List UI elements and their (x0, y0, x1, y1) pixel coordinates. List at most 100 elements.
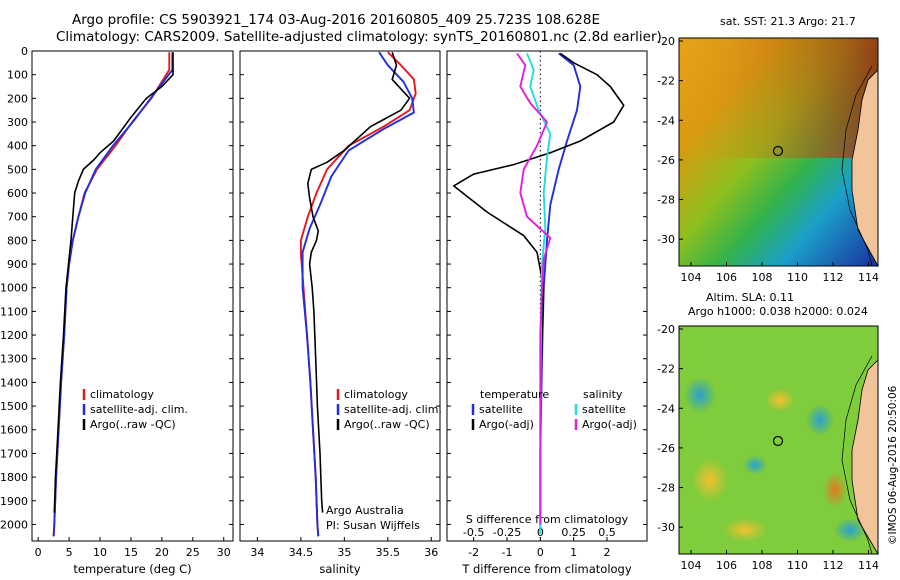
y-tick-label: 1000 (0, 282, 28, 295)
x-tick-label: 34 (250, 546, 264, 559)
map-y-tick-label: -22 (657, 75, 675, 88)
legend-label: Argo(-adj) (479, 418, 534, 431)
sst-map-warm-overlay (679, 38, 878, 158)
x-tick-label: 20 (155, 546, 169, 559)
y-tick-label: 0 (21, 45, 28, 58)
x-tick-label: 35 (337, 546, 351, 559)
y-tick-label: 900 (7, 258, 28, 271)
sla-map-frame (678, 325, 879, 555)
y-tick-label: 100 (7, 69, 28, 82)
x-tick-label: 10 (93, 546, 107, 559)
y-tick-label: 1800 (0, 471, 28, 484)
argo-location-marker (772, 145, 784, 157)
legend-label: satellite (479, 403, 523, 416)
legend-label: satellite-adj. clim. (90, 403, 188, 416)
profile-title: Argo profile: CS 5903921_174 03-Aug-2016… (72, 12, 600, 28)
y-tick-label: 2000 (0, 518, 28, 531)
sst-map-x-ticks: 104 106 108 110 112 114 (681, 262, 879, 284)
x-tick-label: 35.5 (376, 546, 401, 559)
sst-map: sat. SST: 21.3 Argo: 21.7 -20-22-24-26-2… (657, 15, 879, 284)
x-axis-label: temperature (deg C) (73, 562, 191, 576)
map-y-tick-label: -24 (657, 402, 675, 415)
series-line-3 (516, 52, 552, 525)
sst-map-y-ticks: -20 -22 -24 -26 -28 -30 (657, 35, 683, 246)
annotation: Argo Australia (326, 504, 404, 517)
sla-map-high-1 (692, 458, 728, 502)
y-tick-label: 700 (7, 211, 28, 224)
s-axis-label: S difference from climatology (466, 513, 629, 526)
argo-location-marker-sla (772, 435, 784, 447)
map-y-tick-label: -28 (657, 194, 675, 207)
s-tick-label: -0.5 (463, 526, 484, 539)
legend-header: salinity (583, 388, 623, 401)
temperature-panel: 0100200300400500600700800900100011001200… (0, 45, 234, 576)
y-tick-label: 1500 (0, 400, 28, 413)
sla-map-low-2 (806, 404, 834, 436)
map-x-tick-label: 104 (681, 559, 702, 572)
s-tick-label: -0.25 (493, 526, 521, 539)
series-line-1 (301, 51, 415, 537)
sla-map-y-ticks: -20 -22 -24 -26 -28 -30 (657, 323, 683, 534)
sla-map-high-4 (723, 518, 767, 542)
legend-label: satellite-adj. clim. (344, 403, 442, 416)
sst-map-frame (678, 37, 879, 267)
map-x-tick-label: 106 (716, 559, 737, 572)
y-tick-label: 1600 (0, 424, 28, 437)
y-tick-label: 1100 (0, 305, 28, 318)
map-y-tick-label: -20 (657, 35, 675, 48)
map-y-tick-label: -26 (657, 442, 675, 455)
sla-map-shelf-contour (841, 355, 873, 555)
sla-map: Altim. SLA: 0.11 Argo h1000: 0.038 h2000… (657, 291, 879, 572)
sla-map-low-4 (743, 455, 767, 475)
salinity-panel: 34 34.5 35 35.5 36 salinity climatology satelli… (239, 50, 442, 576)
y-tick-label: 1200 (0, 329, 28, 342)
y-tick-label: 400 (7, 140, 28, 153)
series-line-2 (306, 51, 411, 513)
sla-map-low-1 (684, 377, 716, 413)
sla-map-low-3 (834, 518, 866, 542)
x-tick-label: 30 (217, 546, 231, 559)
s-tick-label: 0.5 (598, 526, 616, 539)
annotation: PI: Susan Wijffels (326, 519, 420, 532)
y-tick-label: 200 (7, 92, 28, 105)
imos-timestamp: ©IMOS 06-Aug-2016 20:50:06 (887, 385, 899, 545)
y-tick-label: 600 (7, 187, 28, 200)
map-x-tick-label: 114 (858, 271, 879, 284)
legend-header: temperature (480, 388, 549, 401)
map-y-tick-label: -30 (657, 233, 675, 246)
sla-map-x-ticks: 104 106 108 110 112 114 (681, 550, 879, 572)
map-x-tick-label: 110 (787, 559, 808, 572)
sla-map-title-2: Argo h1000: 0.038 h2000: 0.024 (688, 305, 868, 318)
sla-map-high-3 (823, 472, 847, 508)
x-tick-label: 0 (35, 546, 42, 559)
x-tick-label: 36 (424, 546, 438, 559)
legend-label: Argo(-adj) (582, 418, 637, 431)
plot-frame (446, 50, 648, 542)
plot-frame (239, 50, 441, 542)
map-x-tick-label: 104 (681, 271, 702, 284)
x-tick-label: 2 (604, 546, 611, 559)
legend-label: Argo(..raw -QC) (344, 418, 430, 431)
series-line-2 (53, 52, 174, 513)
map-x-tick-label: 112 (823, 271, 844, 284)
map-y-tick-label: -26 (657, 154, 675, 167)
y-tick-label: 1400 (0, 376, 28, 389)
map-y-tick-label: -22 (657, 363, 675, 376)
sla-map-title-1: Altim. SLA: 0.11 (706, 291, 794, 304)
map-x-tick-label: 112 (823, 559, 844, 572)
sst-map-land (851, 69, 879, 268)
map-x-tick-label: 108 (752, 271, 773, 284)
x-tick-label: -2 (468, 546, 479, 559)
sla-map-land (851, 359, 879, 556)
legend-label: Argo(..raw -QC) (90, 418, 176, 431)
climatology-subtitle: Climatology: CARS2009. Satellite-adjuste… (56, 29, 662, 45)
map-y-tick-label: -28 (657, 482, 675, 495)
map-y-tick-label: -30 (657, 521, 675, 534)
x-tick-label: 25 (186, 546, 200, 559)
plot-frame (31, 50, 234, 542)
x-tick-label: 34.5 (289, 546, 314, 559)
x-tick-label: 0 (537, 546, 544, 559)
sst-map-title: sat. SST: 21.3 Argo: 21.7 (720, 15, 856, 28)
